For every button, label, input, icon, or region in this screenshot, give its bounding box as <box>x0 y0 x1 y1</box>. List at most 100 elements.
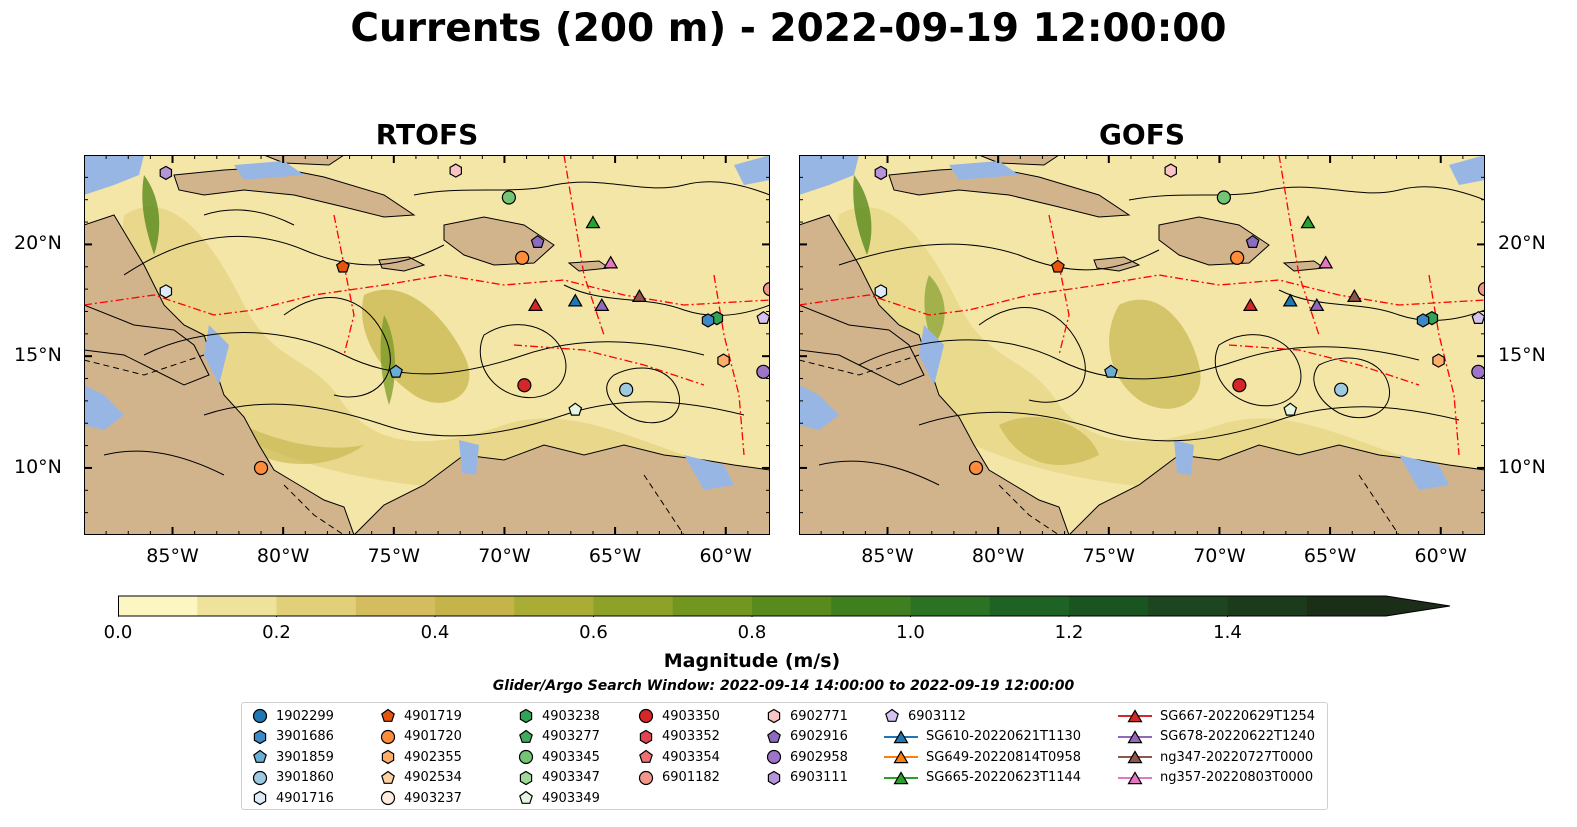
legend-item: 4901720 <box>380 727 462 747</box>
legend-marker-icon <box>252 770 268 785</box>
legend-label: 3901686 <box>276 729 334 744</box>
legend-label: 4903352 <box>662 729 720 744</box>
latitude-label: 20°N <box>1498 232 1546 255</box>
legend-label: 4903350 <box>662 708 720 724</box>
legend-item: 1902299 <box>252 706 334 726</box>
observation-marker-ng357-20220803t0000 <box>603 255 619 269</box>
gofs-current-map[interactable] <box>799 155 1485 535</box>
legend-label: ng347-20220727T0000 <box>1160 749 1314 765</box>
observation-marker-4903345 <box>1216 190 1231 205</box>
colorbar-tick-label: 1.4 <box>1213 622 1242 643</box>
legend-marker-icon <box>639 729 653 744</box>
longitude-label: 70°W <box>1193 545 1246 567</box>
observation-marker-6901182 <box>762 282 770 297</box>
legend-marker-icon <box>639 749 653 763</box>
legend-marker-icon <box>1118 729 1152 743</box>
observation-marker-4901719 <box>1050 259 1065 273</box>
observation-marker-6902958 <box>756 364 770 379</box>
legend-item: 4903345 <box>518 747 600 767</box>
legend-item: SG665-20220623T1144 <box>884 768 1081 788</box>
observation-marker-3901860 <box>1334 382 1349 397</box>
colorbar-frame <box>118 595 1451 617</box>
observation-marker-4901716 <box>159 284 173 299</box>
observation-marker-sg667-20220629t1254 <box>1242 297 1258 311</box>
legend-label: 3901860 <box>276 770 334 785</box>
observation-marker-3901859 <box>1104 364 1118 378</box>
observation-marker-4902355 <box>717 353 730 368</box>
legend-label: 6903112 <box>908 708 966 724</box>
observation-marker-4903350 <box>517 378 532 393</box>
legend-item: 4901716 <box>252 788 334 808</box>
map-frame <box>84 155 770 535</box>
legend-label: 4903277 <box>542 729 600 744</box>
observation-marker-4901719 <box>335 259 350 273</box>
legend-label: 4903347 <box>542 770 600 785</box>
legend-label: 4903349 <box>542 790 600 806</box>
legend-item: 4903349 <box>518 788 600 808</box>
search-window-caption: Glider/Argo Search Window: 2022-09-14 14… <box>492 678 1075 694</box>
legend-item: 4903347 <box>518 768 600 788</box>
legend-marker-icon <box>766 749 782 765</box>
legend-marker-icon <box>767 729 781 743</box>
latitude-label: 15°N <box>14 344 62 367</box>
legend-label: 4901720 <box>404 729 462 744</box>
legend-marker-icon <box>519 770 533 785</box>
observation-marker-6903112 <box>756 310 770 324</box>
legend-label: 1902299 <box>276 708 334 724</box>
legend-label: SG665-20220623T1144 <box>926 770 1082 785</box>
colorbar-tick-label: 0.4 <box>420 622 450 643</box>
observation-marker-4901720 <box>253 460 269 476</box>
observation-marker-sg678-20220622t1240 <box>594 298 610 311</box>
legend-item: 4902355 <box>380 747 462 767</box>
colorbar-tick-label: 0.6 <box>579 622 608 643</box>
legend-marker-icon <box>1118 709 1152 723</box>
observation-marker-sg667-20220629t1254 <box>527 297 543 311</box>
legend-marker-icon <box>381 749 395 765</box>
legend-marker-icon <box>253 790 267 806</box>
legend-item: 3901686 <box>252 727 334 747</box>
legend-item: 6903112 <box>884 706 966 726</box>
observation-marker-ng357-20220803t0000 <box>1318 255 1334 269</box>
legend-label: 6902958 <box>790 749 848 765</box>
eez-boundaries <box>84 155 770 456</box>
colorbar-segment <box>276 596 357 616</box>
observation-marker-6902958 <box>1471 364 1485 379</box>
colorbar-segment <box>672 596 753 616</box>
observation-marker-4902355 <box>1432 353 1445 368</box>
legend-marker-icon <box>519 790 533 804</box>
legend-marker-icon <box>381 708 395 722</box>
observation-marker-6903112 <box>1471 310 1485 324</box>
colorbar-tick-label: 1.0 <box>896 622 925 643</box>
panel-title-gofs: GOFS <box>1098 118 1186 151</box>
observation-marker-sg610-20220621t1130 <box>1282 293 1298 307</box>
legend-marker-icon <box>253 729 267 744</box>
legend-label: ng357-20220803T0000 <box>1160 770 1314 785</box>
longitude-label: 70°W <box>478 545 531 567</box>
legend-item: 4903352 <box>638 727 720 747</box>
legend-item: SG610-20220621T1130 <box>884 727 1081 747</box>
legend-item: 3901860 <box>252 768 334 788</box>
legend-item: 4903277 <box>518 727 600 747</box>
colorbar-segment <box>1306 596 1387 616</box>
legend-item: 4903350 <box>638 706 720 726</box>
legend-item: 6902771 <box>766 706 848 726</box>
observation-marker-6902916 <box>530 234 545 249</box>
legend-marker-icon <box>884 750 918 764</box>
rtofs-current-map[interactable] <box>84 155 770 535</box>
legend-marker-icon <box>638 770 654 785</box>
legend-label: SG610-20220621T1130 <box>926 729 1082 744</box>
observation-marker-4903349 <box>1283 402 1298 416</box>
legend-marker-icon <box>885 708 899 722</box>
legend-marker-icon <box>253 749 267 763</box>
colorbar-extend-arrow <box>1386 596 1450 616</box>
legend-label: 4903354 <box>662 749 720 765</box>
legend-label: 4903237 <box>404 790 462 806</box>
legend-item: 4903354 <box>638 747 720 767</box>
colorbar-segment <box>1227 596 1308 616</box>
magnitude-colorbar <box>118 595 1451 617</box>
observation-marker-ng347-20220727t0000 <box>1346 288 1362 302</box>
observation-marker-6903111 <box>159 165 173 181</box>
observation-marker-4903345 <box>501 190 516 205</box>
legend-label: SG678-20220622T1240 <box>1160 729 1316 744</box>
colorbar-segment <box>593 596 674 616</box>
